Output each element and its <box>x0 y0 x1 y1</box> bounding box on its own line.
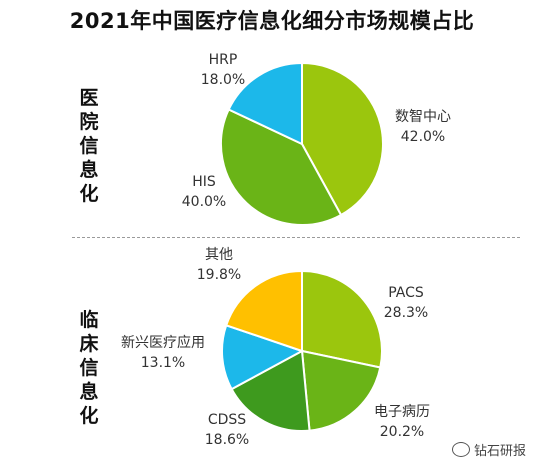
pie-hospital <box>220 61 384 226</box>
section-label-hospital: 医 院 信 息 化 <box>79 87 99 205</box>
slice-data-center <box>301 61 384 217</box>
slice-label-pacs: PACS 28.3% <box>383 285 429 321</box>
slice-label-emr: 电子病历 20.2% <box>374 404 430 440</box>
slice-emerging-apps <box>221 324 305 391</box>
pie-clinical <box>221 269 383 432</box>
section-label-clinical: 临 床 信 息 化 <box>79 309 99 427</box>
slice-label-hrp: HRP 18.0% <box>200 52 246 88</box>
slice-pacs <box>301 269 383 369</box>
slice-other <box>224 269 303 353</box>
slice-label-emerging-apps: 新兴医疗应用 13.1% <box>121 335 205 371</box>
slice-emr <box>300 349 382 432</box>
wechat-icon <box>452 442 470 457</box>
slice-hrp <box>227 61 303 146</box>
chart-title: 2021年中国医疗信息化细分市场规模占比 <box>69 9 475 33</box>
slice-his <box>220 108 343 226</box>
section-divider <box>72 237 520 238</box>
watermark: 钻石研报 <box>452 440 526 459</box>
slice-label-cdss: CDSS 18.6% <box>204 412 250 448</box>
slice-cdss <box>230 349 311 432</box>
slice-label-other: 其他 19.8% <box>196 247 242 283</box>
slice-label-his: HIS 40.0% <box>181 174 227 210</box>
slice-label-data-center: 数智中心 42.0% <box>395 109 451 145</box>
